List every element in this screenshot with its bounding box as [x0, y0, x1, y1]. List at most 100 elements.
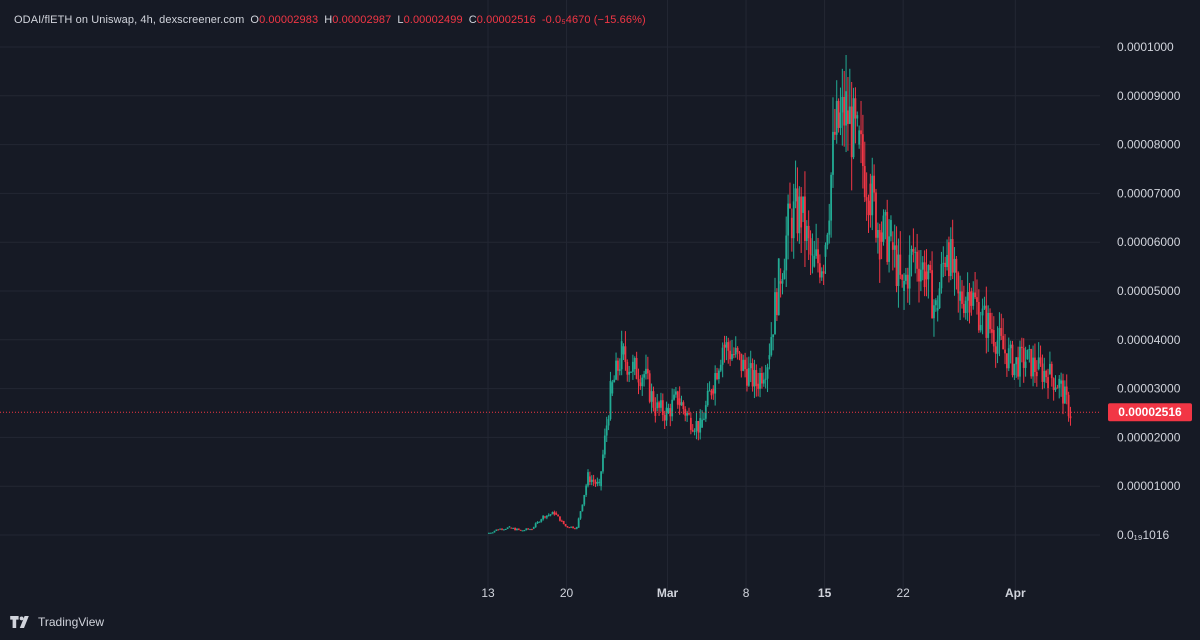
candle-body	[699, 418, 702, 433]
candle-body	[817, 249, 819, 264]
candle-body	[693, 431, 696, 433]
candle-body	[719, 364, 722, 371]
candle-body	[770, 337, 773, 356]
candle-body	[747, 368, 750, 386]
candle-body	[560, 520, 563, 522]
candle-body	[882, 215, 885, 242]
tradingview-logo[interactable]: TradingView	[10, 615, 104, 629]
candle-body	[903, 280, 905, 291]
candle-body	[884, 212, 887, 216]
candle-body	[671, 399, 674, 417]
candle-body	[734, 347, 737, 355]
candle-body	[697, 420, 700, 433]
candle-body	[796, 188, 799, 234]
candle-body	[1043, 370, 1046, 382]
open-label: O	[250, 14, 260, 26]
candle-body	[828, 220, 831, 235]
candle-body	[921, 262, 924, 270]
candle-body	[789, 203, 791, 209]
candle-body	[680, 402, 683, 406]
candle-body	[542, 515, 545, 520]
candle-body	[895, 245, 898, 287]
candle-body	[912, 248, 915, 252]
candle-body	[1019, 346, 1021, 377]
candle-body	[761, 372, 763, 384]
candle-body	[506, 527, 509, 529]
candle-body	[787, 203, 789, 236]
change-value: -0.0₅4670 (−15.66%)	[541, 14, 646, 26]
candle-body	[710, 390, 713, 396]
candle-body	[974, 292, 976, 298]
candle-body	[818, 263, 821, 278]
candle-body	[934, 300, 937, 306]
candle-body	[809, 238, 812, 255]
candle-body	[893, 245, 896, 250]
candle-body	[716, 373, 718, 380]
candle-body	[1013, 363, 1016, 376]
candle-body	[1020, 346, 1023, 349]
y-tick-label: 0.00009000	[1117, 89, 1181, 103]
candle-body	[1041, 363, 1044, 382]
candle-body	[959, 291, 962, 301]
candle-body	[551, 512, 554, 515]
candle-body	[493, 530, 496, 533]
candle-body	[527, 528, 530, 530]
candle-body	[732, 354, 735, 356]
candle-body	[942, 262, 945, 264]
candle-body	[667, 408, 670, 413]
candle-body	[663, 415, 666, 421]
candle-body	[534, 523, 537, 528]
candle-body	[802, 196, 804, 213]
candle-body	[1024, 361, 1027, 368]
candle-body	[577, 518, 580, 528]
candle-body	[555, 513, 558, 515]
x-tick-label: Mar	[657, 586, 679, 600]
candle-body	[800, 196, 803, 228]
candle-body	[502, 529, 505, 531]
candle-body	[736, 347, 739, 353]
candle-body	[1056, 387, 1059, 389]
candle-body	[991, 329, 993, 333]
candle-body	[822, 271, 825, 274]
candle-body	[854, 98, 857, 119]
candle-body	[540, 519, 543, 522]
candle-body	[729, 350, 732, 360]
time-axis[interactable]: 13 20 Mar 8 15 22 Apr	[481, 586, 1026, 600]
candle-body	[918, 268, 920, 282]
candle-body	[725, 342, 728, 348]
candle-body	[600, 471, 602, 487]
candle-body	[643, 374, 646, 378]
candle-body	[678, 398, 681, 406]
price-axis[interactable]: 0.0₁₉1016 0.00001000 0.00002000 0.00003000 0…	[1117, 40, 1181, 542]
candle-body	[575, 527, 578, 529]
candle-body	[723, 344, 726, 348]
candle-body	[622, 346, 625, 355]
candle-body	[805, 225, 808, 241]
candle-body	[979, 324, 982, 331]
candle-body	[1028, 349, 1031, 351]
candle-body	[497, 529, 500, 531]
candle-body	[1062, 380, 1064, 404]
candle-body	[738, 352, 741, 354]
y-tick-label: 0.00001000	[1117, 479, 1181, 493]
candle-body	[684, 408, 687, 416]
candle-body	[876, 230, 879, 238]
candle-body	[845, 91, 847, 126]
candle-body	[910, 248, 913, 255]
candle-body	[944, 262, 947, 268]
candle-body	[772, 334, 775, 338]
candle-body	[837, 100, 840, 128]
candle-body	[521, 530, 524, 532]
candle-body	[848, 106, 851, 124]
current-price-label: 0.00002516	[1118, 405, 1182, 419]
candle-body	[875, 192, 877, 238]
candle-body	[590, 479, 593, 482]
candle-body	[1007, 348, 1010, 369]
candle-body	[517, 528, 520, 530]
candle-body	[841, 96, 844, 113]
candle-body	[1069, 416, 1072, 419]
candle-body	[708, 390, 711, 392]
candle-body	[987, 312, 990, 338]
